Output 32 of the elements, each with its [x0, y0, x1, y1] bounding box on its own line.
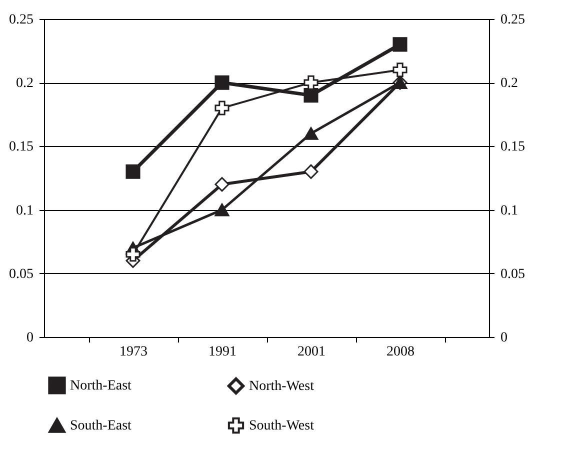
y2-tick-label: 0.2 [500, 76, 518, 92]
y2-tick-label: 0.05 [500, 266, 525, 282]
point [304, 75, 318, 90]
legend-label: South-West [249, 418, 314, 434]
y2-tick-label: 0 [500, 330, 508, 346]
x-tick-label: 2008 [386, 344, 414, 360]
legend-label: North-East [70, 378, 132, 394]
point [214, 100, 230, 116]
y-tick-label: 0.2 [16, 76, 34, 92]
y-tick-label: 0.05 [9, 266, 34, 282]
y2-tick-label: 0.1 [500, 203, 518, 218]
x-tick-label: 1991 [208, 344, 236, 360]
y-tick-label: 0.15 [9, 140, 34, 155]
y2-tick-label: 0.25 [500, 12, 525, 28]
y2-tick-label: 0.15 [500, 140, 525, 155]
point [304, 164, 318, 179]
x-tick-label: 2001 [298, 344, 326, 360]
point [214, 177, 230, 192]
point [392, 37, 408, 52]
legend-label: South-East [70, 418, 132, 434]
point [126, 164, 140, 179]
x-tick-label: 1973 [120, 344, 148, 360]
point [214, 75, 230, 90]
point [392, 62, 408, 78]
legend-label: North-West [249, 378, 314, 394]
point [304, 88, 318, 103]
point [126, 247, 140, 262]
y-tick-label: 0.25 [9, 12, 34, 28]
point [214, 203, 230, 216]
point [304, 127, 318, 140]
y-tick-label: 0.1 [16, 203, 34, 218]
y-tick-label: 0 [26, 330, 34, 346]
